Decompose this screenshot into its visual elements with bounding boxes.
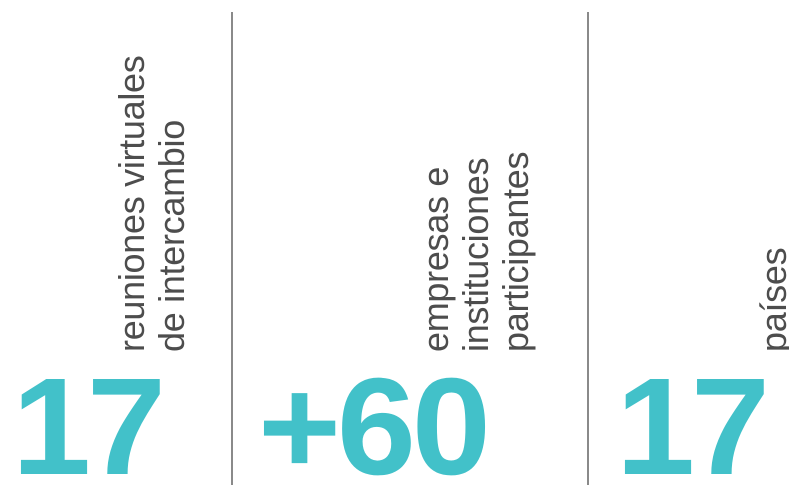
stat-label-countries: países — [753, 247, 789, 352]
stat-label-line: países — [753, 247, 789, 352]
stats-banner: reuniones virtuales de intercambio 17 em… — [12, 12, 789, 496]
stat-number-countries: 17 — [616, 350, 770, 504]
divider — [587, 12, 589, 485]
stat-label-line: empresas e — [415, 166, 456, 352]
stat-label-line: reuniones virtuales — [111, 55, 152, 352]
stat-number-companies: +60 — [258, 350, 491, 504]
divider — [231, 12, 233, 485]
stat-label-line: participantes — [495, 151, 536, 352]
stat-label-companies: empresas e instituciones participantes — [415, 151, 536, 352]
stat-label-line: instituciones — [455, 157, 496, 352]
stat-label-meetings: reuniones virtuales de intercambio — [111, 55, 192, 352]
stat-label-line: de intercambio — [151, 120, 192, 352]
stat-number-meetings: 17 — [12, 350, 166, 504]
